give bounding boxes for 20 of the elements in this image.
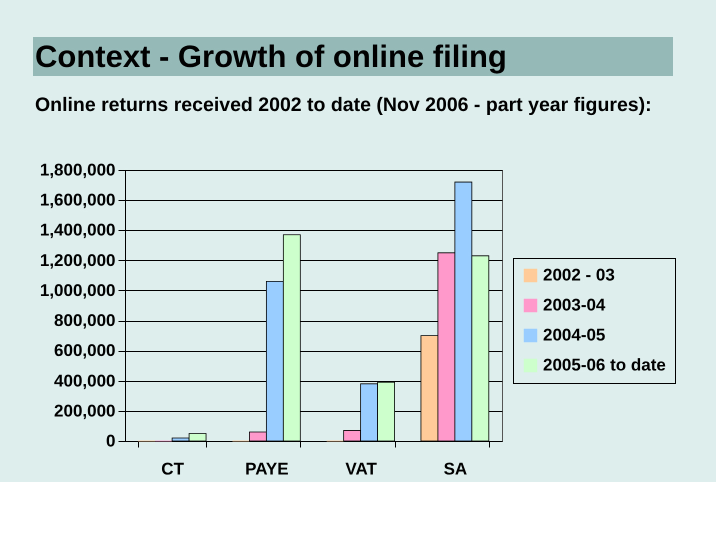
- y-tick-label: 1,000,000: [40, 280, 116, 300]
- x-tick-label: SA: [444, 460, 468, 478]
- legend-label: 2004-05: [543, 326, 606, 344]
- y-tick-label: 1,200,000: [40, 250, 116, 270]
- legend-label: 2005-06 to date: [543, 356, 666, 374]
- legend-label: 2003-04: [543, 296, 606, 314]
- chart-title: Context - Growth of online filing: [35, 39, 507, 74]
- x-tick-label: PAYE: [245, 460, 289, 478]
- y-tick-label: 400,000: [54, 371, 116, 390]
- chart-subtitle: Online returns received 2002 to date (Nov 2006 - part year figures):: [35, 94, 652, 116]
- legend-label: 2002 - 03: [543, 266, 615, 284]
- y-tick-label: 600,000: [54, 341, 116, 360]
- y-tick-label: 0: [106, 432, 116, 450]
- y-tick-label: 800,000: [54, 311, 116, 330]
- y-tick-label: 1,400,000: [40, 220, 116, 240]
- x-tick-label: VAT: [345, 460, 378, 478]
- x-tick-label: CT: [161, 460, 185, 478]
- y-tick-label: 1,600,000: [40, 190, 116, 210]
- y-tick-label: 1,800,000: [40, 160, 116, 180]
- y-tick-label: 200,000: [54, 401, 116, 420]
